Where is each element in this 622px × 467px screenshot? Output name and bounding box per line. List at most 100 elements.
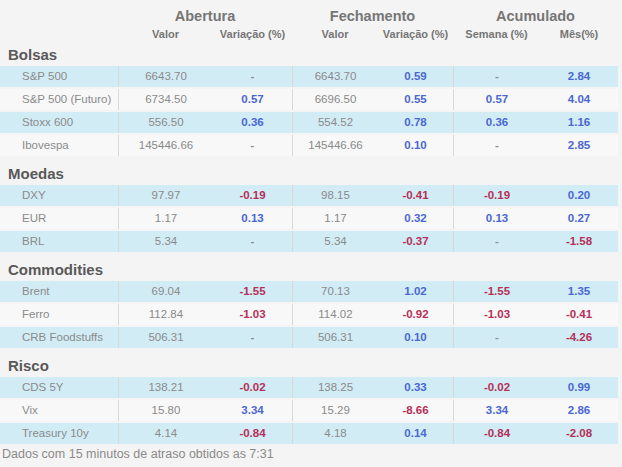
table-row[interactable]: Vix15.803.3415.29-8.663.342.86 xyxy=(0,400,618,421)
value-cell: 0.36 xyxy=(213,112,292,133)
value-cell: 0.99 xyxy=(540,377,618,398)
value-cell: -1.03 xyxy=(213,304,292,325)
row-label: CDS 5Y xyxy=(0,377,118,398)
value-cell: 4.04 xyxy=(540,89,618,110)
header-spacer xyxy=(0,26,118,43)
value-cell: 6696.50 xyxy=(292,89,378,110)
value-cell: -0.84 xyxy=(453,423,540,444)
value-cell: 0.27 xyxy=(540,208,618,229)
row-label: BRL xyxy=(0,231,118,252)
value-cell: 506.31 xyxy=(118,327,213,348)
value-cell: 3.34 xyxy=(453,400,540,421)
value-cell: 138.25 xyxy=(292,377,378,398)
row-label: Stoxx 600 xyxy=(0,112,118,133)
value-cell: 6643.70 xyxy=(292,66,378,87)
value-cell: -0.02 xyxy=(213,377,292,398)
value-cell: 506.31 xyxy=(292,327,378,348)
row-label: S&P 500 xyxy=(0,66,118,87)
value-cell: 6643.70 xyxy=(118,66,213,87)
value-cell: 1.17 xyxy=(118,208,213,229)
table-row[interactable]: Stoxx 600556.500.36554.520.780.361.16 xyxy=(0,112,618,133)
value-cell: - xyxy=(453,327,540,348)
value-cell: 138.21 xyxy=(118,377,213,398)
table-row[interactable]: CDS 5Y138.21-0.02138.250.33-0.020.99 xyxy=(0,377,618,398)
column-header-abertura-variacao: Variação (%) xyxy=(213,26,292,43)
table-row[interactable]: BRL5.34-5.34-0.37--1.58 xyxy=(0,231,618,252)
value-cell: 0.59 xyxy=(378,66,453,87)
value-cell: 70.13 xyxy=(292,281,378,302)
row-label: CRB Foodstuffs xyxy=(0,327,118,348)
value-cell: 4.14 xyxy=(118,423,213,444)
section-title-risco: Risco xyxy=(8,357,618,374)
value-cell: -1.58 xyxy=(540,231,618,252)
table-body: Bolsas S&P 5006643.70-6643.700.59-2.84S&P… xyxy=(0,46,618,444)
value-cell: 69.04 xyxy=(118,281,213,302)
value-cell: -1.55 xyxy=(453,281,540,302)
value-cell: -0.37 xyxy=(378,231,453,252)
value-cell: 0.55 xyxy=(378,89,453,110)
table-row[interactable]: Brent69.04-1.5570.131.02-1.551.35 xyxy=(0,281,618,302)
value-cell: 3.34 xyxy=(213,400,292,421)
value-cell: 1.16 xyxy=(540,112,618,133)
row-label: Brent xyxy=(0,281,118,302)
value-cell: 0.36 xyxy=(453,112,540,133)
value-cell: 112.84 xyxy=(118,304,213,325)
value-cell: 97.97 xyxy=(118,185,213,206)
value-cell: 15.80 xyxy=(118,400,213,421)
table-row[interactable]: EUR1.170.131.170.320.130.27 xyxy=(0,208,618,229)
table-row[interactable]: Treasury 10y4.14-0.844.180.14-0.84-2.08 xyxy=(0,423,618,444)
row-label: Ibovespa xyxy=(0,135,118,156)
value-cell: - xyxy=(453,66,540,87)
value-cell: 145446.66 xyxy=(292,135,378,156)
value-cell: 0.10 xyxy=(378,327,453,348)
value-cell: 0.14 xyxy=(378,423,453,444)
column-header-acumulado-semana: Semana (%) xyxy=(453,26,540,43)
header-spacer xyxy=(0,7,118,26)
value-cell: - xyxy=(213,135,292,156)
value-cell: -0.92 xyxy=(378,304,453,325)
value-cell: - xyxy=(213,231,292,252)
column-header-abertura-valor: Valor xyxy=(118,26,213,43)
value-cell: -4.26 xyxy=(540,327,618,348)
value-cell: 0.13 xyxy=(453,208,540,229)
column-header-fechamento-valor: Valor xyxy=(292,26,378,43)
value-cell: 554.52 xyxy=(292,112,378,133)
value-cell: - xyxy=(213,66,292,87)
column-group-header-row: Abertura Fechamento Acumulado xyxy=(0,7,618,26)
value-cell: 1.17 xyxy=(292,208,378,229)
value-cell: 1.02 xyxy=(378,281,453,302)
row-label: Treasury 10y xyxy=(0,423,118,444)
column-subheader-row: Valor Variação (%) Valor Variação (%) Se… xyxy=(0,26,618,43)
value-cell: -0.41 xyxy=(540,304,618,325)
column-header-fechamento-variacao: Variação (%) xyxy=(378,26,453,43)
row-label: DXY xyxy=(0,185,118,206)
value-cell: 0.20 xyxy=(540,185,618,206)
data-delay-footnote: Dados com 15 minutos de atraso obtidos a… xyxy=(0,447,618,461)
table-row[interactable]: CRB Foodstuffs506.31-506.310.10--4.26 xyxy=(0,327,618,348)
value-cell: -0.84 xyxy=(213,423,292,444)
value-cell: -0.19 xyxy=(453,185,540,206)
row-label: S&P 500 (Futuro) xyxy=(0,89,118,110)
table-row[interactable]: Ferro112.84-1.03114.02-0.92-1.03-0.41 xyxy=(0,304,618,325)
value-cell: -0.19 xyxy=(213,185,292,206)
value-cell: 5.34 xyxy=(292,231,378,252)
section-title-bolsas: Bolsas xyxy=(8,46,618,63)
table-row[interactable]: DXY97.97-0.1998.15-0.41-0.190.20 xyxy=(0,185,618,206)
table-row[interactable]: S&P 5006643.70-6643.700.59-2.84 xyxy=(0,66,618,87)
value-cell: 556.50 xyxy=(118,112,213,133)
value-cell: - xyxy=(453,135,540,156)
section-title-commodities: Commodities xyxy=(8,261,618,278)
value-cell: -1.03 xyxy=(453,304,540,325)
value-cell: 6734.50 xyxy=(118,89,213,110)
value-cell: -2.08 xyxy=(540,423,618,444)
value-cell: 1.35 xyxy=(540,281,618,302)
table-row[interactable]: Ibovespa145446.66-145446.660.10-2.85 xyxy=(0,135,618,156)
value-cell: 2.85 xyxy=(540,135,618,156)
value-cell: 5.34 xyxy=(118,231,213,252)
value-cell: 98.15 xyxy=(292,185,378,206)
value-cell: 0.32 xyxy=(378,208,453,229)
column-group-fechamento: Fechamento xyxy=(292,7,453,26)
table-row[interactable]: S&P 500 (Futuro)6734.500.576696.500.550.… xyxy=(0,89,618,110)
row-label: Vix xyxy=(0,400,118,421)
column-header-acumulado-mes: Mês(%) xyxy=(540,26,618,43)
